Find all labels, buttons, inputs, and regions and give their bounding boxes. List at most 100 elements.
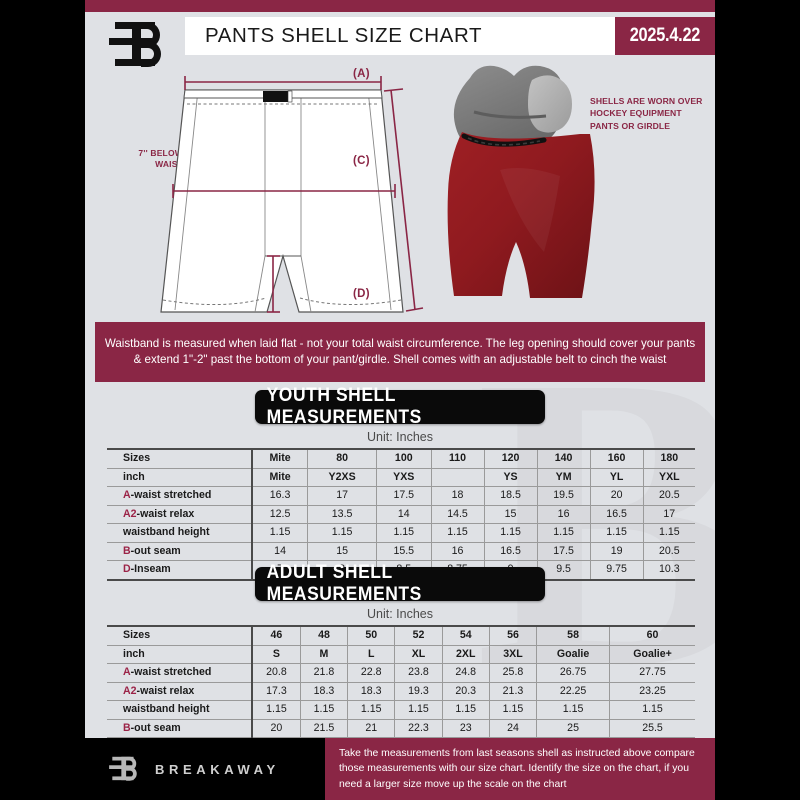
- table-cell: 18.5: [483, 486, 538, 506]
- table-cell: [430, 467, 485, 487]
- table-cell: 50: [347, 625, 396, 646]
- table-cell: 17.3: [251, 681, 301, 701]
- table-cell: YXS: [376, 467, 432, 487]
- table-cell: 16.5: [589, 504, 644, 524]
- table-cell: 21.8: [299, 663, 349, 683]
- table-cell: YM: [536, 467, 591, 487]
- footer-instruction-block: Take the measurements from last seasons …: [325, 738, 715, 800]
- youth-section-title-text: YOUTH SHELL MEASUREMENTS: [266, 385, 422, 428]
- row-label: D-Inseam: [107, 560, 253, 581]
- table-cell: 19: [589, 541, 644, 561]
- diagram-area: 7'' BELOW WAIST: [85, 60, 715, 322]
- row-label: inch: [107, 467, 253, 487]
- row-label-prefix: A2: [123, 507, 137, 520]
- table-cell: 52: [394, 625, 443, 646]
- table-cell: 17.5: [376, 486, 432, 506]
- table-cell: 58: [536, 625, 611, 646]
- table-cell: 17: [642, 504, 695, 524]
- youth-unit-label: Unit: Inches: [366, 430, 433, 444]
- table-cell: 2XL: [441, 644, 490, 664]
- table-cell: 120: [483, 448, 538, 469]
- footer-brand-name: BREAKAWAY: [155, 761, 280, 777]
- table-cell: 11: [251, 737, 301, 738]
- table-cell: 18: [430, 486, 485, 506]
- table-cell: 18.3: [347, 681, 396, 701]
- table-cell: 24.8: [441, 663, 490, 683]
- footer-brand-block: BREAKAWAY: [85, 738, 325, 800]
- page-header: PANTS SHELL SIZE CHART 2025.4.22: [85, 12, 715, 67]
- table-cell: 80: [307, 448, 378, 469]
- table-cell: 16.5: [483, 541, 538, 561]
- product-photo: [447, 65, 595, 298]
- row-label: A-waist stretched: [107, 486, 253, 506]
- table-cell: 1.15: [483, 523, 538, 543]
- table-cell: 23.8: [394, 663, 443, 683]
- table-cell: 23: [441, 718, 490, 738]
- table-cell: 21: [347, 718, 396, 738]
- table-cell: 13.25: [609, 737, 695, 738]
- table-cell: 1.15: [307, 523, 378, 543]
- table-row: Sizes 46 48 50 52 54 56 58 60: [107, 625, 695, 646]
- label-a: (A): [353, 68, 370, 80]
- table-cell: 9.75: [589, 560, 644, 581]
- table-cell: 16: [536, 504, 591, 524]
- row-label: A2-waist relax: [107, 681, 253, 701]
- table-row: inch S M L XL 2XL 3XL Goalie Goalie+: [107, 644, 695, 664]
- table-cell: 16: [430, 541, 485, 561]
- table-cell: 56: [488, 625, 538, 646]
- table-cell: 22.8: [347, 663, 396, 683]
- table-cell: 1.15: [430, 523, 485, 543]
- table-cell: 110: [430, 448, 485, 469]
- title-box: PANTS SHELL SIZE CHART: [185, 17, 615, 55]
- table-cell: Y2XS: [307, 467, 378, 487]
- row-label: Sizes: [107, 625, 253, 646]
- row-label: inch: [107, 644, 253, 664]
- label-d: (D): [353, 288, 370, 300]
- measurement-instruction-banner: Waistband is measured when laid flat - n…: [95, 322, 705, 382]
- table-cell: 12.8: [488, 737, 538, 738]
- table-cell: 21.5: [299, 718, 349, 738]
- breakaway-b-logo-icon: [109, 22, 161, 67]
- row-label: B-out seam: [107, 541, 253, 561]
- pants-technical-drawing: [160, 76, 424, 313]
- row-label-prefix: B: [123, 721, 131, 734]
- table-cell: 10.3: [642, 560, 695, 581]
- table-cell: 180: [642, 448, 695, 469]
- table-cell: 26.75: [536, 663, 611, 683]
- table-cell: 14: [251, 541, 309, 561]
- table-cell: 1.15: [376, 523, 432, 543]
- page-footer: BREAKAWAY Take the measurements from las…: [85, 738, 715, 800]
- table-cell: Goalie+: [609, 644, 695, 664]
- row-label-prefix: A: [123, 489, 131, 501]
- row-label: waistband height: [107, 523, 253, 543]
- table-cell: 15: [307, 541, 378, 561]
- table-cell: 15: [483, 504, 538, 524]
- adult-measurements-table: Sizes 46 48 50 52 54 56 58 60 inch S M L XL 2XL 3XL Goal…: [107, 625, 695, 738]
- table-cell: 25.5: [609, 718, 695, 738]
- table-cell: 1.15: [609, 700, 695, 720]
- content-panel: B PANTS SHELL SIZE CHART 2025.4.22: [85, 12, 715, 738]
- top-accent-strip: [85, 0, 715, 12]
- table-cell: YXL: [642, 467, 695, 487]
- table-cell: 14.5: [430, 504, 485, 524]
- page-title: PANTS SHELL SIZE CHART: [205, 24, 483, 47]
- table-cell: 1.15: [251, 700, 301, 720]
- table-row: B-out seam 20 21.5 21 22.3 23 24 25 25.5: [107, 718, 695, 738]
- table-cell: 21.3: [488, 681, 538, 701]
- table-cell: 25.8: [488, 663, 538, 683]
- table-cell: 17: [307, 486, 378, 506]
- table-cell: 60: [609, 625, 695, 646]
- table-cell: Goalie: [536, 644, 611, 664]
- banner-text: Waistband is measured when laid flat - n…: [104, 336, 696, 366]
- table-cell: 19.3: [394, 681, 443, 701]
- table-cell: M: [299, 644, 349, 664]
- row-label: A2-waist relax: [107, 504, 253, 524]
- table-cell: 19.5: [536, 486, 591, 506]
- table-cell: 22.25: [536, 681, 611, 701]
- table-cell: S: [251, 644, 301, 664]
- date-badge: 2025.4.22: [615, 17, 715, 55]
- table-cell: 20: [251, 718, 301, 738]
- photo-note: SHELLS ARE WORN OVER HOCKEY EQUIPMENT PA…: [590, 96, 703, 131]
- table-cell: 1.15: [347, 700, 396, 720]
